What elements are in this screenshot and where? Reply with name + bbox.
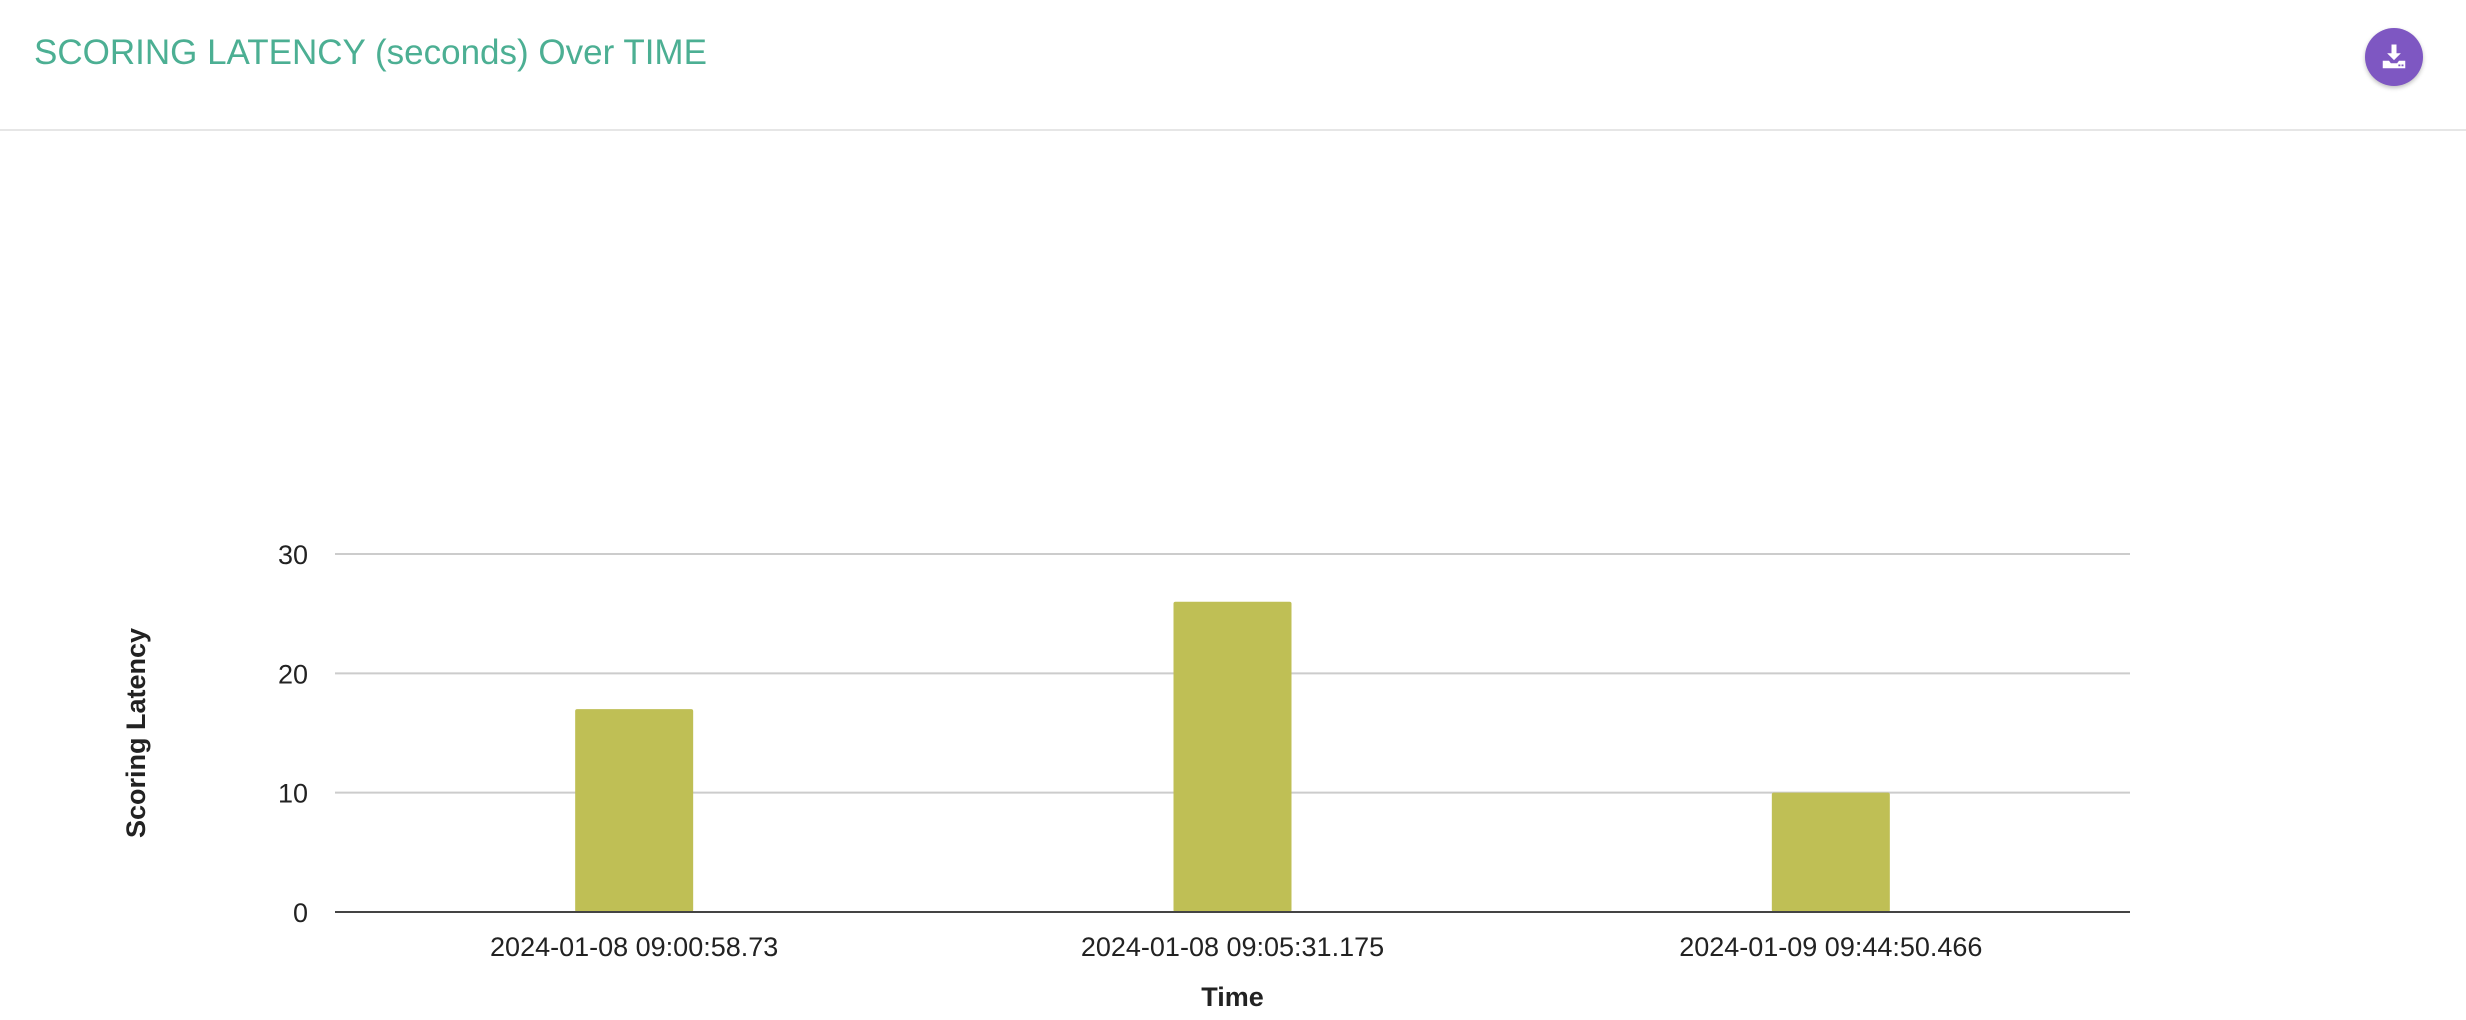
chart-card-header: SCORING LATENCY (seconds) Over TIME bbox=[0, 0, 2466, 131]
bar[interactable] bbox=[1173, 601, 1292, 912]
x-axis-categories: 2024-01-08 09:00:58.73 2024-01-08 09:05:3… bbox=[490, 932, 1982, 962]
y-axis-ticks: 0 10 20 30 bbox=[278, 540, 308, 928]
y-tick-label: 10 bbox=[278, 779, 308, 809]
bar[interactable] bbox=[1771, 792, 1890, 912]
y-tick-label: 0 bbox=[293, 898, 308, 928]
download-tray-icon bbox=[2382, 44, 2406, 69]
y-axis-title: Scoring Latency bbox=[121, 628, 151, 838]
bars bbox=[575, 601, 1890, 912]
x-category-label: 2024-01-08 09:00:58.73 bbox=[490, 932, 778, 962]
y-tick-label: 30 bbox=[278, 540, 308, 570]
x-category-label: 2024-01-08 09:05:31.175 bbox=[1081, 932, 1384, 962]
chart-title: SCORING LATENCY (seconds) Over TIME bbox=[34, 33, 707, 72]
x-category-label: 2024-01-09 09:44:50.466 bbox=[1679, 932, 1982, 962]
download-button[interactable] bbox=[2365, 28, 2423, 86]
x-axis-title: Time bbox=[1201, 982, 1264, 1012]
bar[interactable] bbox=[575, 709, 694, 912]
y-tick-label: 20 bbox=[278, 659, 308, 689]
